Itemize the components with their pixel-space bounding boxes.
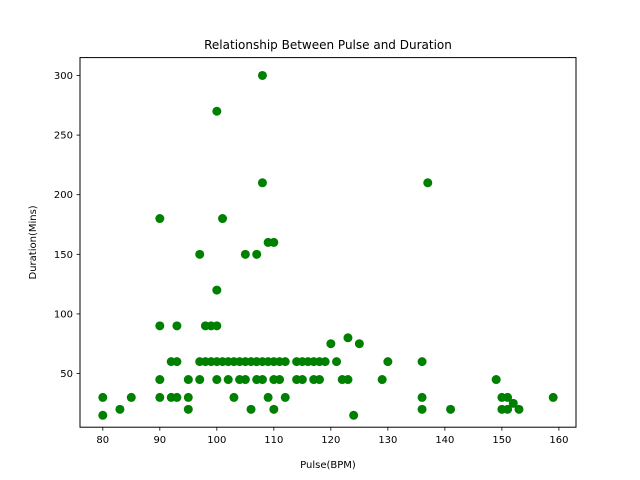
data-point [491, 375, 501, 385]
data-point [349, 410, 359, 420]
data-point [126, 392, 136, 402]
data-point [314, 375, 324, 385]
data-point [212, 106, 222, 116]
y-tick-label: 50 [60, 369, 73, 380]
data-point [172, 321, 182, 331]
data-point [332, 357, 342, 367]
data-point [98, 392, 108, 402]
data-point [229, 392, 239, 402]
data-point [183, 375, 193, 385]
y-axis-label: Duration(Mins) [28, 205, 39, 279]
y-tick-label: 250 [54, 131, 73, 142]
data-point [172, 357, 182, 367]
data-point [257, 178, 267, 188]
data-point [212, 321, 222, 331]
data-point [343, 375, 353, 385]
data-point [354, 339, 364, 349]
x-tick-label: 110 [264, 435, 283, 446]
x-tick-label: 160 [549, 435, 568, 446]
data-point [257, 70, 267, 80]
data-point [417, 392, 427, 402]
data-point [280, 357, 290, 367]
data-point [155, 375, 165, 385]
x-tick-label: 140 [435, 435, 454, 446]
data-point [320, 357, 330, 367]
data-point [383, 357, 393, 367]
y-tick-label: 300 [54, 71, 73, 82]
data-point [508, 398, 518, 408]
data-point [98, 410, 108, 420]
data-point [503, 392, 513, 402]
x-tick-label: 150 [492, 435, 511, 446]
data-point [212, 375, 222, 385]
data-point [275, 375, 285, 385]
x-axis-ticks: 80 90 100 110 120 130 140 150 160 [96, 427, 568, 446]
data-point [183, 392, 193, 402]
data-point [172, 392, 182, 402]
y-tick-label: 100 [54, 309, 73, 320]
x-tick-label: 80 [96, 435, 109, 446]
data-point [246, 404, 256, 414]
data-point [195, 249, 205, 259]
data-point [514, 404, 524, 414]
data-point [417, 404, 427, 414]
data-point [280, 392, 290, 402]
data-point [195, 375, 205, 385]
data-point [218, 214, 228, 224]
y-tick-label: 150 [54, 250, 73, 261]
data-point [257, 375, 267, 385]
data-point [446, 404, 456, 414]
data-point [212, 285, 222, 295]
data-point [417, 357, 427, 367]
y-axis-ticks: 50 100 150 200 250 300 [54, 71, 80, 380]
data-point [155, 392, 165, 402]
data-point [269, 237, 279, 247]
data-point [183, 404, 193, 414]
data-point [223, 375, 233, 385]
data-point [240, 375, 250, 385]
data-points [98, 70, 558, 420]
data-point [155, 214, 165, 224]
x-axis-label: Pulse(BPM) [300, 460, 356, 471]
data-point [297, 375, 307, 385]
data-point [263, 392, 273, 402]
x-tick-label: 90 [153, 435, 166, 446]
data-point [326, 339, 336, 349]
x-tick-label: 100 [207, 435, 226, 446]
data-point [548, 392, 558, 402]
x-tick-label: 130 [378, 435, 397, 446]
data-point [423, 178, 433, 188]
data-point [377, 375, 387, 385]
data-point [240, 249, 250, 259]
data-point [269, 404, 279, 414]
chart-title: Relationship Between Pulse and Duration [204, 38, 452, 52]
data-point [155, 321, 165, 331]
plot-frame [79, 57, 577, 428]
data-point [503, 404, 513, 414]
data-point [115, 404, 125, 414]
data-point [343, 333, 353, 343]
x-tick-label: 120 [321, 435, 340, 446]
y-tick-label: 200 [54, 190, 73, 201]
data-point [252, 249, 262, 259]
